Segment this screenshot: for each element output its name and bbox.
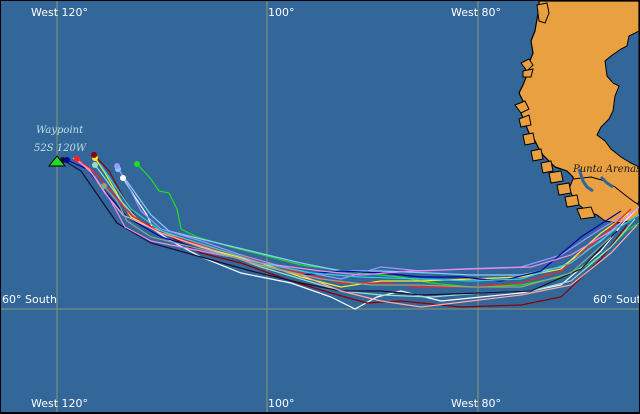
top-label-100w: 100° bbox=[268, 6, 295, 19]
top-label-80w: West 80° bbox=[451, 6, 502, 19]
waypoint-triangle-icon[interactable] bbox=[47, 155, 67, 167]
land-patagonia bbox=[514, 1, 639, 224]
lat-label-60s-right: 60° South bbox=[593, 293, 639, 306]
waypoint-name: Waypoint bbox=[36, 125, 84, 136]
top-label-120w: West 120° bbox=[31, 6, 89, 19]
boat-tracks bbox=[62, 154, 639, 310]
bottom-label-100w: 100° bbox=[268, 397, 295, 410]
place-punta-arenas: Punta Arenas bbox=[573, 164, 639, 175]
boat-positions bbox=[60, 152, 140, 189]
lat-label-60s-left: 60° South bbox=[2, 293, 57, 306]
bottom-label-120w: West 120° bbox=[31, 397, 89, 410]
bottom-label-80w: West 80° bbox=[451, 397, 502, 410]
waypoint-coords: 52S 120W bbox=[34, 143, 87, 154]
